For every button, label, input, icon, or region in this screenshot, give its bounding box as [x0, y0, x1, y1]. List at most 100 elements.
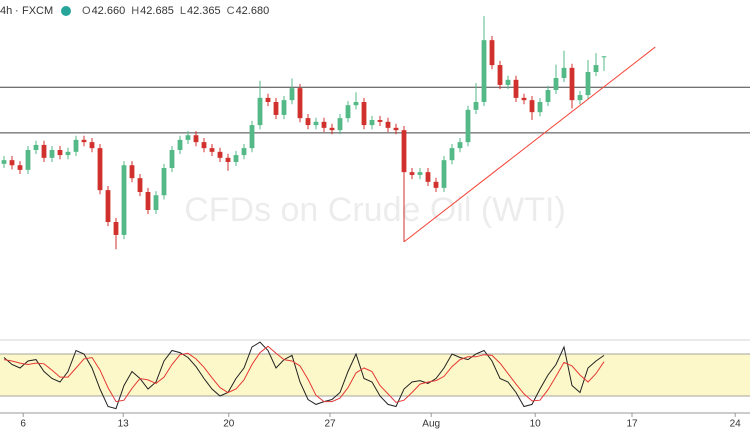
candle-body	[97, 148, 103, 191]
oscillator-line	[3, 345, 605, 403]
candle-body	[521, 97, 527, 101]
x-tick-label: 13	[118, 419, 130, 430]
candle-body	[305, 118, 311, 126]
candle-body	[497, 65, 503, 85]
candle-body	[329, 127, 335, 131]
candle-body	[345, 105, 351, 119]
candle-body	[585, 72, 591, 96]
candle-body	[569, 67, 575, 101]
candle-body	[297, 88, 303, 119]
candle-body	[361, 102, 367, 126]
separator-dot: ·	[15, 5, 19, 17]
candle-body	[505, 79, 511, 85]
candle-body	[385, 121, 391, 128]
candle-body	[193, 135, 199, 143]
candle-body	[113, 222, 119, 235]
candle-body	[177, 139, 183, 150]
field-value: 42.685	[140, 5, 174, 17]
candle-body	[105, 190, 111, 222]
candle-body	[561, 67, 567, 78]
x-tick-label: 10	[530, 419, 542, 430]
candle-body	[441, 160, 447, 188]
candle-body	[89, 142, 95, 149]
x-tick-label: 27	[324, 419, 336, 430]
candle-body	[369, 120, 375, 126]
candle-body	[33, 144, 39, 150]
candle-body	[209, 148, 215, 152]
field-key: L	[180, 5, 186, 17]
candle-body	[273, 102, 279, 115]
x-tick-label: 6	[20, 419, 26, 430]
candle-body	[457, 142, 463, 149]
candle-body	[9, 160, 15, 166]
candle-body	[433, 181, 439, 188]
candle-body	[449, 148, 455, 161]
candle-body	[217, 151, 223, 158]
candle-body	[65, 151, 71, 156]
candle-body	[577, 95, 583, 101]
candle-body	[1, 160, 7, 164]
candle-body	[145, 192, 151, 210]
candle-body	[281, 100, 287, 115]
candle-body	[601, 56, 607, 58]
candle-body	[489, 40, 495, 66]
candle-body	[353, 102, 359, 106]
candle-body	[121, 165, 127, 235]
candle-body	[553, 78, 559, 90]
candle-body	[257, 97, 263, 126]
candle-body	[537, 102, 543, 113]
candle-body	[465, 109, 471, 143]
candle-body	[233, 155, 239, 162]
candle-body	[377, 120, 383, 122]
oscillator-band	[0, 354, 750, 396]
field-key: H	[131, 5, 139, 17]
candle-body	[17, 165, 23, 170]
candle-body	[249, 125, 255, 149]
candle-body	[393, 127, 399, 131]
x-tick-label: 24	[730, 419, 742, 430]
candle-body	[425, 172, 431, 182]
status-icon	[61, 6, 71, 16]
candle-body	[185, 135, 191, 140]
candle-body	[473, 102, 479, 110]
candle-body	[321, 121, 327, 128]
candle-body	[513, 79, 519, 98]
candle-body	[289, 88, 295, 101]
candle-body	[161, 168, 167, 196]
trend-line	[403, 46, 656, 243]
field-value: 42.680	[236, 5, 270, 17]
watermark: CFDs on Crude Oil (WTI)	[184, 191, 566, 229]
field-value: 42.365	[187, 5, 221, 17]
candle-body	[241, 148, 247, 156]
candle-body	[153, 195, 159, 210]
x-tick-label: 20	[223, 419, 235, 430]
interval: 4h	[0, 5, 12, 17]
candle-body	[545, 90, 551, 102]
candle-body	[25, 150, 31, 170]
candle-body	[529, 100, 535, 113]
candle-body	[137, 178, 143, 192]
field-key: C	[227, 5, 235, 17]
candle-body	[409, 172, 415, 175]
candle-body	[313, 121, 319, 126]
field-key: O	[82, 5, 91, 17]
candle-body	[201, 142, 207, 149]
oscillator-line	[3, 341, 605, 410]
candle-body	[73, 139, 79, 152]
x-tick-label: 17	[626, 419, 638, 430]
candle-body	[49, 150, 55, 158]
candle-body	[417, 172, 423, 175]
candle-body	[225, 157, 231, 162]
x-tick-label: Aug	[422, 419, 440, 430]
source: FXCM	[22, 5, 53, 17]
candle-body	[401, 130, 407, 173]
candle-body	[81, 139, 87, 143]
candle-body	[593, 65, 599, 72]
candle-body	[129, 165, 135, 179]
candle-body	[481, 40, 487, 102]
candle-body	[337, 118, 343, 131]
candle-body	[265, 97, 271, 102]
candle-body	[41, 144, 47, 158]
